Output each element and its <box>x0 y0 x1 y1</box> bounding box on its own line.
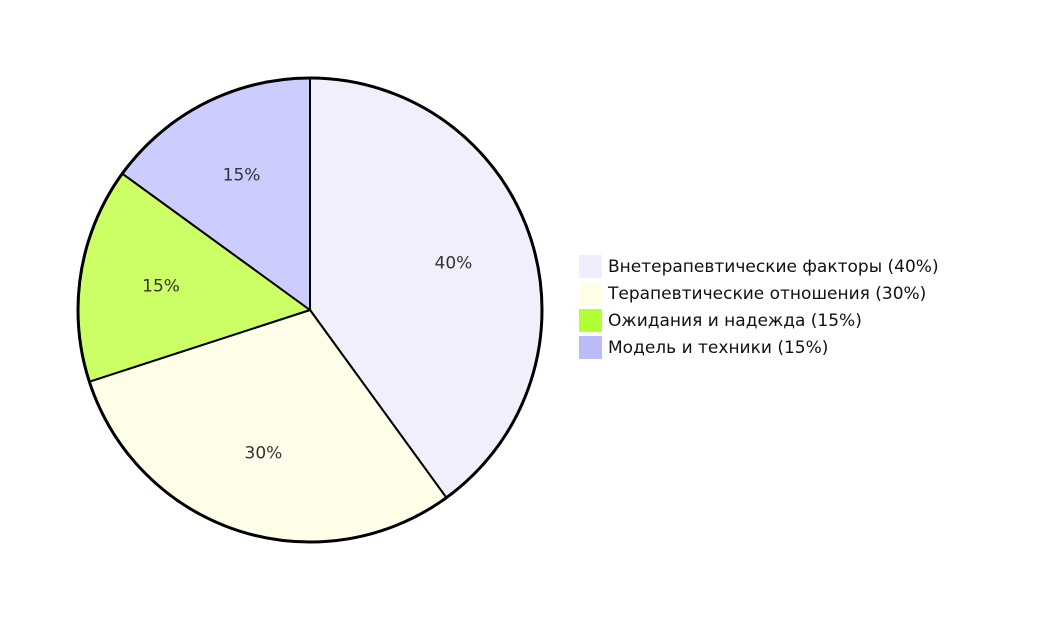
pie-slices <box>77 76 543 543</box>
legend-label: Ожидания и надежда (15%) <box>608 310 862 331</box>
legend-swatch <box>579 336 602 359</box>
legend-item: Внетерапевтические факторы (40%) <box>579 253 939 280</box>
slice-percent-label: 15% <box>223 166 261 186</box>
pie-outline <box>76 76 544 544</box>
legend-label: Внетерапевтические факторы (40%) <box>608 256 939 277</box>
legend-item: Терапевтические отношения (30%) <box>579 280 939 307</box>
legend-swatch <box>579 309 602 332</box>
slice-percent-label: 15% <box>142 276 180 296</box>
legend-item: Модель и техники (15%) <box>579 334 939 361</box>
legend-swatch <box>579 282 602 305</box>
legend-swatch <box>579 255 602 278</box>
legend-item: Ожидания и надежда (15%) <box>579 307 939 334</box>
legend-label: Модель и техники (15%) <box>608 337 829 358</box>
pie-slice-labels: 40% 30% 15% 15% <box>142 166 472 464</box>
slice-percent-label: 30% <box>245 443 283 463</box>
slice-percent-label: 40% <box>435 253 473 273</box>
legend-label: Терапевтические отношения (30%) <box>608 283 927 304</box>
legend: Внетерапевтические факторы (40%) Терапев… <box>579 253 939 361</box>
